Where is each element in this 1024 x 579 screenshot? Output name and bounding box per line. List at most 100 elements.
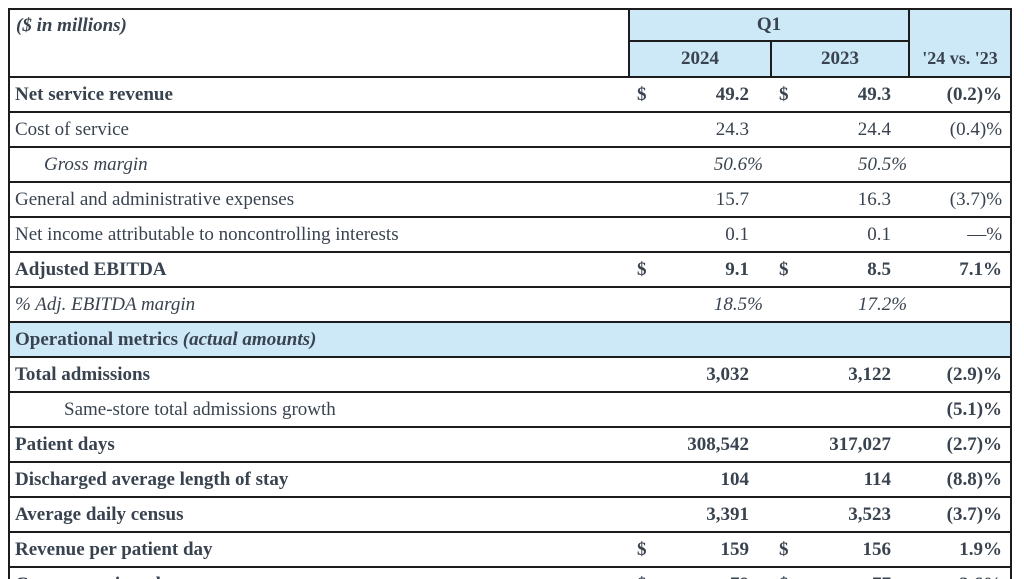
- row-label: Average daily census: [9, 497, 629, 533]
- dollar-sign-2023: [771, 497, 803, 533]
- change-value: 2.6%: [909, 567, 1012, 579]
- change-value: 1.9%: [909, 532, 1012, 568]
- table-row-discharged-avg-length-of-stay: Discharged average length of stay 104 11…: [9, 462, 1012, 498]
- row-label: Cost of service: [9, 112, 629, 148]
- dollar-sign-2024: [629, 392, 659, 428]
- table-row-total-admissions: Total admissions 3,032 3,122 (2.9)%: [9, 357, 1012, 393]
- row-label: Adjusted EBITDA: [9, 252, 629, 288]
- table-row-cost-per-patient-day: Cost per patient day $ 79 $ 77 2.6%: [9, 567, 1012, 579]
- value-2024: 24.3: [659, 112, 771, 148]
- row-label: Patient days: [9, 427, 629, 463]
- row-label: Total admissions: [9, 357, 629, 393]
- units-label: ($ in millions): [9, 9, 629, 78]
- dollar-sign-2024: [629, 287, 659, 323]
- change-value: (8.8)%: [909, 462, 1012, 498]
- table-row-noncontrolling-interests: Net income attributable to noncontrollin…: [9, 217, 1012, 253]
- dollar-sign-2023: [771, 287, 803, 323]
- row-label: Net service revenue: [9, 77, 629, 113]
- value-2023: 50.5%: [803, 147, 910, 183]
- value-2024: 3,032: [659, 357, 771, 393]
- value-2024: 18.5%: [659, 287, 771, 323]
- year-2023-header: 2023: [771, 41, 910, 78]
- change-column-header: '24 vs. '23: [908, 9, 1012, 78]
- table-row-net-service-revenue: Net service revenue $ 49.2 $ 49.3 (0.2)%: [9, 77, 1012, 113]
- value-2024: 49.2: [659, 77, 771, 113]
- value-2023: 317,027: [803, 427, 910, 463]
- value-2024: 104: [659, 462, 771, 498]
- dollar-sign-2024: [629, 357, 659, 393]
- value-2023: 16.3: [803, 182, 910, 218]
- value-2024: 159: [659, 532, 771, 568]
- dollar-sign-2023: [771, 112, 803, 148]
- change-value: [909, 287, 1012, 323]
- value-2023: 0.1: [803, 217, 910, 253]
- change-value: (2.7)%: [909, 427, 1012, 463]
- dollar-sign-2023: [771, 357, 803, 393]
- section-note: (actual amounts): [182, 328, 317, 350]
- table-row-general-admin-expenses: General and administrative expenses 15.7…: [9, 182, 1012, 218]
- value-2023: 77: [803, 567, 910, 579]
- change-value: (2.9)%: [909, 357, 1012, 393]
- value-2024: 79: [659, 567, 771, 579]
- table-row-adjusted-ebitda: Adjusted EBITDA $ 9.1 $ 8.5 7.1%: [9, 252, 1012, 288]
- row-label: % Adj. EBITDA margin: [9, 287, 629, 323]
- row-label: Net income attributable to noncontrollin…: [9, 217, 629, 253]
- dollar-sign-2024: [629, 497, 659, 533]
- value-2024: 9.1: [659, 252, 771, 288]
- dollar-sign-2023: [771, 147, 803, 183]
- value-2024: 0.1: [659, 217, 771, 253]
- dollar-sign-2024: [629, 182, 659, 218]
- section-row-operational-metrics: Operational metrics (actual amounts): [9, 322, 1012, 358]
- table-row-patient-days: Patient days 308,542 317,027 (2.7)%: [9, 427, 1012, 463]
- dollar-sign-2024: [629, 112, 659, 148]
- value-2023: [803, 392, 910, 428]
- change-value: 7.1%: [909, 252, 1012, 288]
- row-label: Revenue per patient day: [9, 532, 629, 568]
- dollar-sign-2023: [771, 217, 803, 253]
- dollar-sign-2023: [771, 462, 803, 498]
- change-value: (5.1)%: [909, 392, 1012, 428]
- change-value: (0.2)%: [909, 77, 1012, 113]
- value-2024: [659, 392, 771, 428]
- change-value: (3.7)%: [909, 182, 1012, 218]
- q1-results-table: ($ in millions) Q1 '24 vs. '23 2024 2023…: [8, 8, 1013, 579]
- row-label: Gross margin: [9, 147, 629, 183]
- dollar-sign-2024: [629, 462, 659, 498]
- value-2023: 3,122: [803, 357, 910, 393]
- dollar-sign-2024: $: [629, 77, 659, 113]
- change-value: (0.4)%: [909, 112, 1012, 148]
- table-row-average-daily-census: Average daily census 3,391 3,523 (3.7)%: [9, 497, 1012, 533]
- dollar-sign-2023: [771, 427, 803, 463]
- value-2023: 8.5: [803, 252, 910, 288]
- row-label: Same-store total admissions growth: [9, 392, 629, 428]
- row-label: Discharged average length of stay: [9, 462, 629, 498]
- dollar-sign-2023: $: [771, 252, 803, 288]
- value-2023: 49.3: [803, 77, 910, 113]
- header-row-years: 2024 2023: [9, 41, 1011, 78]
- value-2023: 114: [803, 462, 910, 498]
- row-label: General and administrative expenses: [9, 182, 629, 218]
- dollar-sign-2023: [771, 182, 803, 218]
- dollar-sign-2024: $: [629, 567, 659, 579]
- dollar-sign-2024: [629, 147, 659, 183]
- change-value: —%: [909, 217, 1012, 253]
- header-row-quarter: ($ in millions) Q1 '24 vs. '23: [9, 9, 1012, 78]
- dollar-sign-2023: [771, 392, 803, 428]
- table-row-gross-margin: Gross margin 50.6% 50.5%: [9, 147, 1012, 183]
- quarter-header: Q1: [627, 9, 910, 42]
- section-title: Operational metrics: [15, 328, 179, 350]
- dollar-sign-2023: $: [771, 532, 803, 568]
- value-2024: 50.6%: [659, 147, 771, 183]
- value-2024: 308,542: [659, 427, 771, 463]
- value-2023: 156: [803, 532, 910, 568]
- table-row-cost-of-service: Cost of service 24.3 24.4 (0.4)%: [9, 112, 1012, 148]
- dollar-sign-2024: $: [629, 532, 659, 568]
- table-row-same-store-admissions-growth: Same-store total admissions growth (5.1)…: [9, 392, 1012, 428]
- dollar-sign-2024: [629, 217, 659, 253]
- value-2023: 3,523: [803, 497, 910, 533]
- change-value: (3.7)%: [909, 497, 1012, 533]
- dollar-sign-2023: $: [771, 567, 803, 579]
- table-row-adj-ebitda-margin: % Adj. EBITDA margin 18.5% 17.2%: [9, 287, 1012, 323]
- dollar-sign-2024: $: [629, 252, 659, 288]
